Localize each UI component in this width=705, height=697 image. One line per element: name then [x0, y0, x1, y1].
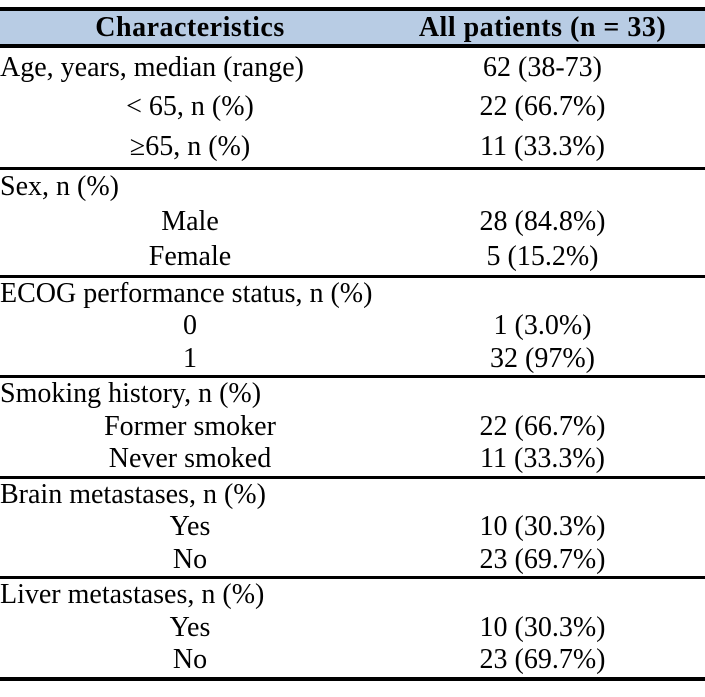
table-row: 0 1 (3.0%) — [0, 310, 705, 343]
row-label: 0 — [183, 310, 197, 342]
row-value: 23 (69.7%) — [479, 543, 606, 575]
row-value: 28 (84.8%) — [479, 206, 606, 237]
row-value — [380, 477, 705, 511]
section-brain-metastases: Brain metastases, n (%) Yes 10 (30.3%) N… — [0, 477, 705, 578]
table-row: Liver metastases, n (%) — [0, 578, 705, 612]
row-label: Female — [148, 241, 232, 272]
section-liver-metastases: Liver metastases, n (%) Yes 10 (30.3%) N… — [0, 578, 705, 679]
header-characteristics: Characteristics — [0, 9, 380, 46]
row-label: Yes — [169, 511, 211, 543]
row-label: Brain metastases, n (%) — [0, 478, 266, 510]
section-smoking: Smoking history, n (%) Former smoker 22 … — [0, 377, 705, 477]
row-value: 11 (33.3%) — [480, 443, 605, 475]
row-value — [380, 276, 705, 310]
table-row: Brain metastases, n (%) — [0, 477, 705, 511]
row-value: 10 (30.3%) — [479, 611, 606, 643]
table-row: Former smoker 22 (66.7%) — [0, 411, 705, 444]
row-value: 23 (69.7%) — [479, 644, 606, 676]
row-label: Age, years, median (range) — [0, 51, 304, 83]
table-row: Female 5 (15.2%) — [0, 240, 705, 277]
row-value: 5 (15.2%) — [486, 241, 599, 272]
table-row: Smoking history, n (%) — [0, 377, 705, 411]
table-row: ECOG performance status, n (%) — [0, 276, 705, 310]
row-label: Male — [161, 206, 219, 237]
row-label: < 65, n (%) — [126, 91, 254, 123]
table-row: Age, years, median (range) 62 (38-73) — [0, 46, 705, 88]
row-label: Smoking history, n (%) — [0, 378, 262, 410]
table-row: Sex, n (%) — [0, 168, 705, 205]
row-value: 10 (30.3%) — [479, 511, 606, 543]
table-header-row: Characteristics All patients (n = 33) — [0, 9, 705, 46]
row-value — [380, 377, 705, 411]
row-label: ≥65, n (%) — [129, 130, 251, 162]
row-label: ECOG performance status, n (%) — [0, 277, 373, 309]
patient-characteristics-table-wrap: Characteristics All patients (n = 33) Ag… — [0, 7, 705, 681]
patient-characteristics-table: Characteristics All patients (n = 33) Ag… — [0, 7, 705, 681]
table-row: Male 28 (84.8%) — [0, 205, 705, 240]
table-row: Never smoked 11 (33.3%) — [0, 443, 705, 477]
row-label: Never smoked — [108, 443, 272, 475]
section-sex: Sex, n (%) Male 28 (84.8%) Female 5 (15.… — [0, 168, 705, 276]
table-row: < 65, n (%) 22 (66.7%) — [0, 88, 705, 128]
header-all-patients: All patients (n = 33) — [380, 9, 705, 46]
table-row: 1 32 (97%) — [0, 343, 705, 377]
row-value — [380, 168, 705, 205]
row-value: 62 (38-73) — [483, 51, 602, 83]
row-value: 22 (66.7%) — [479, 91, 606, 123]
section-ecog: ECOG performance status, n (%) 0 1 (3.0%… — [0, 276, 705, 377]
row-value: 22 (66.7%) — [479, 410, 606, 442]
table-row: No 23 (69.7%) — [0, 544, 705, 578]
row-value: 1 (3.0%) — [493, 310, 592, 342]
row-label: 1 — [183, 342, 197, 374]
row-label: No — [172, 543, 208, 575]
row-value: 32 (97%) — [490, 342, 595, 374]
row-label: No — [172, 644, 208, 676]
row-value — [380, 578, 705, 612]
row-label: Yes — [169, 611, 211, 643]
table-row: Characteristics All patients (n = 33) — [0, 9, 705, 46]
row-label: Former smoker — [104, 410, 276, 442]
row-label: Liver metastases, n (%) — [0, 579, 265, 611]
table-row: No 23 (69.7%) — [0, 644, 705, 679]
table-row: ≥65, n (%) 11 (33.3%) — [0, 127, 705, 168]
row-value: 11 (33.3%) — [480, 130, 605, 162]
table-row: Yes 10 (30.3%) — [0, 612, 705, 645]
section-age: Age, years, median (range) 62 (38-73) < … — [0, 46, 705, 168]
table-row: Yes 10 (30.3%) — [0, 511, 705, 544]
row-label: Sex, n (%) — [0, 171, 119, 202]
